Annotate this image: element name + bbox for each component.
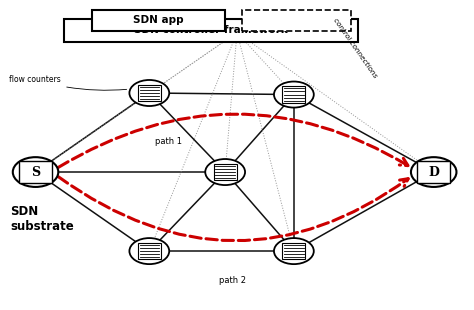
FancyBboxPatch shape (64, 19, 358, 42)
Text: path 2: path 2 (219, 276, 246, 285)
Circle shape (274, 238, 314, 264)
Circle shape (129, 80, 169, 106)
Circle shape (13, 157, 58, 187)
Circle shape (274, 82, 314, 108)
Bar (138, 85, 161, 101)
FancyBboxPatch shape (242, 10, 351, 31)
Circle shape (411, 157, 456, 187)
Circle shape (129, 238, 169, 264)
Text: control connections: control connections (332, 17, 378, 79)
Circle shape (205, 159, 245, 185)
Text: S: S (31, 166, 40, 179)
Text: SDN
substrate: SDN substrate (10, 205, 74, 232)
Bar (417, 161, 450, 183)
Bar (138, 243, 161, 259)
Bar (283, 243, 305, 259)
FancyArrowPatch shape (58, 114, 408, 167)
Bar (214, 164, 237, 180)
Text: SDN controller framework: SDN controller framework (134, 25, 288, 35)
Text: path 1: path 1 (155, 136, 182, 146)
FancyArrowPatch shape (58, 177, 408, 241)
Text: SDN app: SDN app (134, 16, 184, 25)
Text: flow counters: flow counters (9, 75, 127, 90)
Text: D: D (428, 166, 439, 179)
Bar (283, 86, 305, 103)
Bar (19, 161, 52, 183)
FancyBboxPatch shape (92, 10, 225, 31)
